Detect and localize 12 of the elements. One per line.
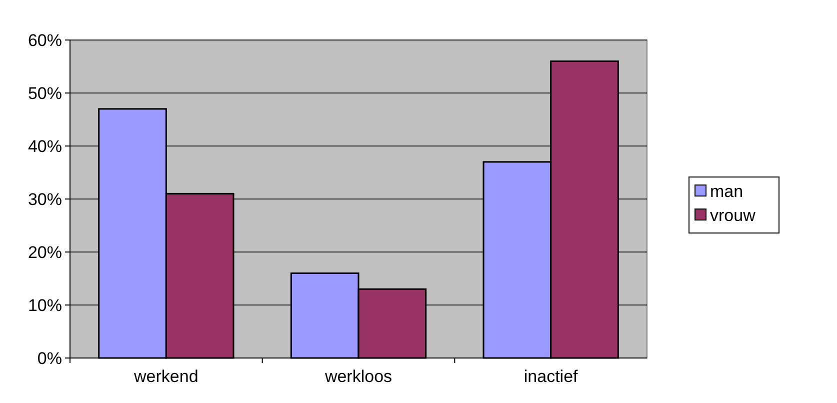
x-tick-label: werkend xyxy=(133,367,198,386)
x-tick-label: inactief xyxy=(524,367,578,386)
legend-label: man xyxy=(710,182,744,201)
y-tick-label: 60% xyxy=(28,30,62,50)
legend-label: vrouw xyxy=(710,206,756,225)
y-tick-label: 10% xyxy=(28,296,62,315)
y-tick-label: 0% xyxy=(37,348,62,368)
y-tick-label: 20% xyxy=(28,242,62,262)
x-tick-label: werkloos xyxy=(324,367,392,386)
y-tick-label: 50% xyxy=(28,84,62,103)
y-tick-label: 30% xyxy=(28,190,62,209)
y-tick-label: 40% xyxy=(28,136,62,156)
